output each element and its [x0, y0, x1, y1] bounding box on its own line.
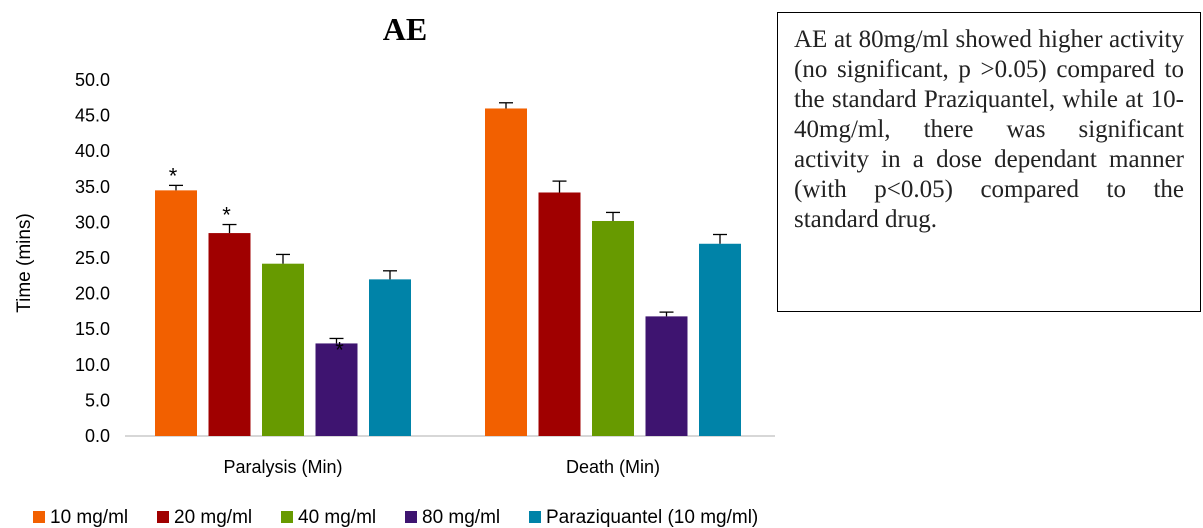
significance-mark: * [169, 163, 178, 188]
bar-5-2 [699, 243, 741, 436]
legend-swatch-3 [281, 511, 293, 523]
annotation-box: AE at 80mg/ml showed higher activity (no… [777, 12, 1201, 312]
legend-label-2: 20 mg/ml [174, 507, 252, 528]
x-tick-labels: Paralysis (Min) Death (Min) [223, 457, 660, 477]
legend-label-3: 40 mg/ml [298, 507, 376, 528]
x-tick-label: Death (Min) [566, 457, 660, 477]
legend-swatch-1 [33, 511, 45, 523]
chart-title: AE [383, 11, 427, 47]
bar-2-2 [538, 192, 581, 436]
bar-5-1 [369, 279, 411, 436]
bar-4-1 [315, 343, 358, 436]
significance-mark: * [335, 337, 344, 362]
legend-label-5: Paraziquantel (10 mg/ml) [546, 507, 758, 528]
y-tick-label: 45.0 [75, 106, 110, 126]
legend-label-1: 10 mg/ml [50, 507, 128, 528]
y-tick-label: 10.0 [75, 355, 110, 375]
y-tick-label: 0.0 [85, 426, 110, 446]
significance-mark: * [222, 203, 231, 228]
bar-3-1 [262, 263, 304, 436]
legend-label-4: 80 mg/ml [422, 507, 500, 528]
legend: 10 mg/ml 20 mg/ml 40 mg/ml 80 mg/ml Paraziqu… [33, 507, 758, 528]
annotation-text: AE at 80mg/ml showed higher activity (no… [794, 26, 1184, 233]
y-tick-label: 35.0 [75, 177, 110, 197]
bar-4-2 [645, 316, 688, 436]
bar-2-1 [208, 233, 251, 436]
bar-3-2 [592, 220, 634, 436]
y-tick-label: 20.0 [75, 284, 110, 304]
y-tick-label: 25.0 [75, 248, 110, 268]
y-tick-label: 5.0 [85, 390, 110, 410]
legend-swatch-4 [405, 511, 417, 523]
legend-swatch-5 [529, 511, 541, 523]
x-tick-label: Paralysis (Min) [223, 457, 342, 477]
bars: * * * [155, 102, 741, 436]
y-tick-labels: 0.0 5.0 10.0 15.0 20.0 25.0 30.0 35.0 40.0 45.0 50… [75, 70, 110, 446]
bar-chart: AE Time (mins) 0.0 5.0 10.0 15.0 20.0 25.0 30.… [14, 11, 775, 528]
y-axis-label: Time (mins) [14, 213, 35, 313]
bar-1-1 [155, 190, 197, 436]
y-tick-label: 50.0 [75, 70, 110, 90]
y-tick-label: 15.0 [75, 319, 110, 339]
y-tick-label: 30.0 [75, 212, 110, 232]
bar-1-2 [485, 108, 527, 436]
y-tick-label: 40.0 [75, 141, 110, 161]
legend-swatch-2 [157, 511, 169, 523]
